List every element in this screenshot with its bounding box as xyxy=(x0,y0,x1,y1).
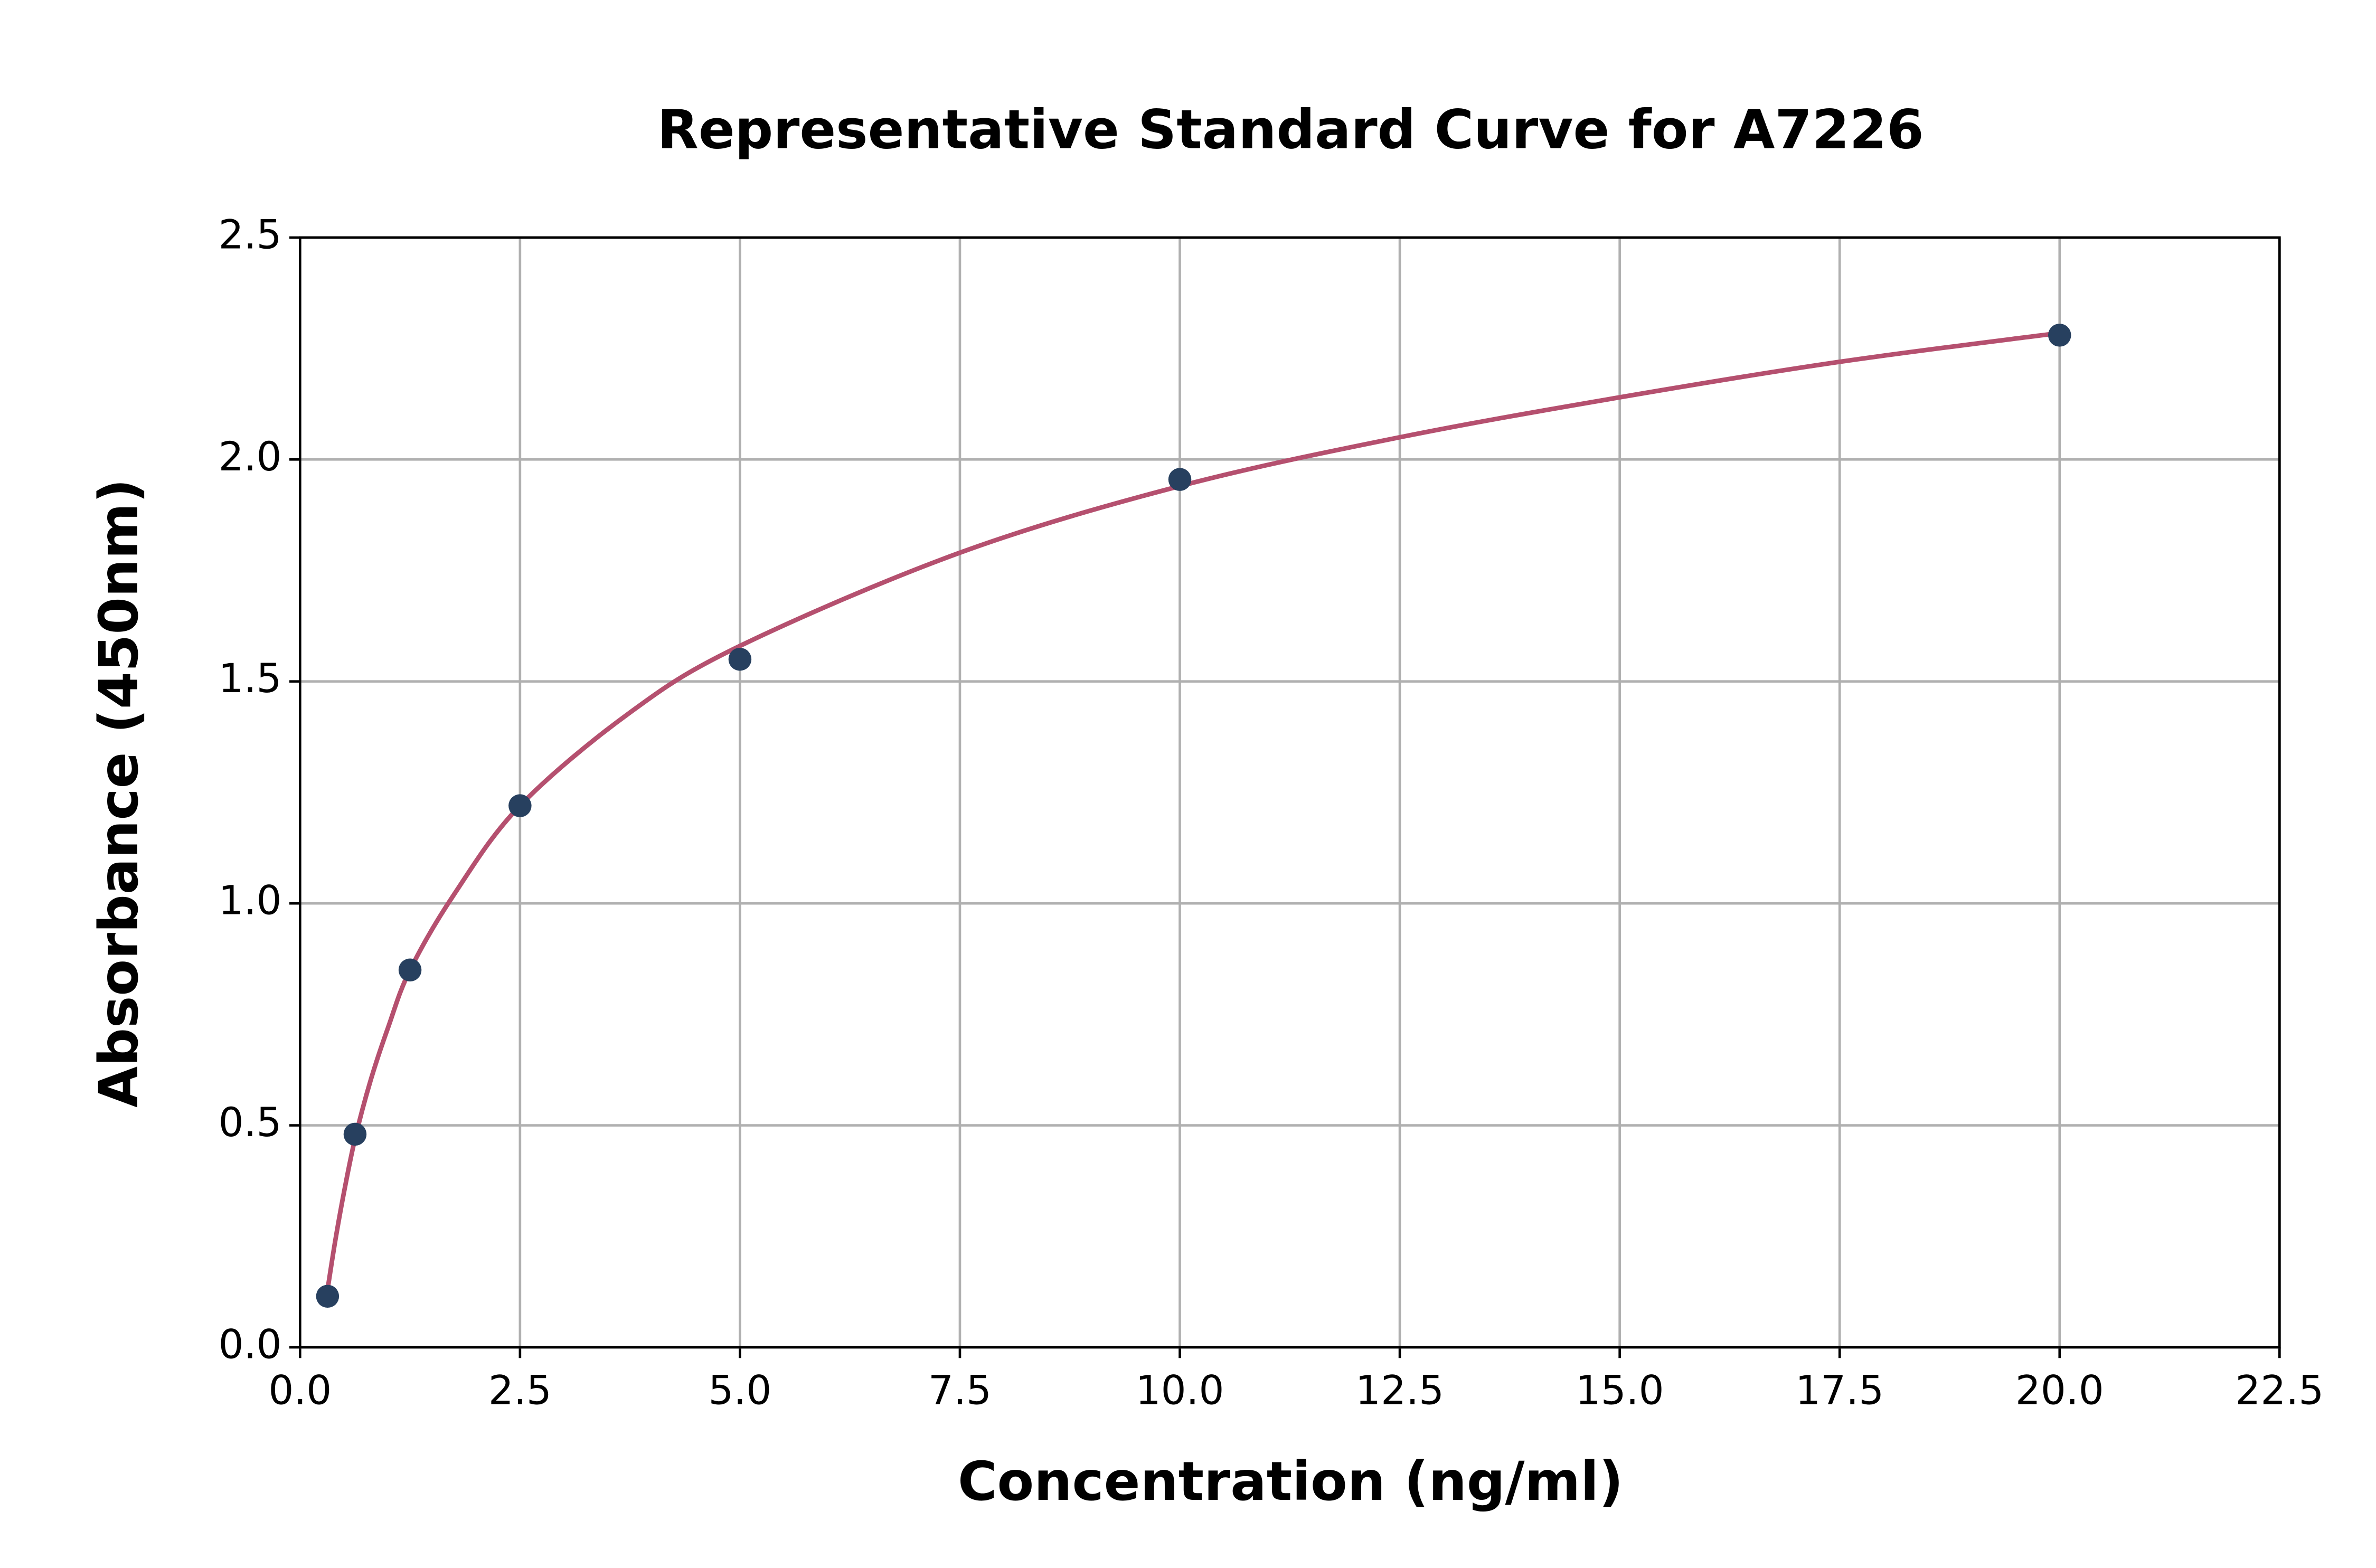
data-point xyxy=(508,794,532,817)
chart-title: Representative Standard Curve for A7226 xyxy=(657,99,1924,161)
x-tick-label: 10.0 xyxy=(1136,1367,1224,1413)
y-tick-label: 0.5 xyxy=(219,1099,282,1146)
plot-frame xyxy=(298,236,2281,1349)
x-axis-label: Concentration (ng/ml) xyxy=(958,1450,1623,1513)
y-tick-label: 2.5 xyxy=(219,211,282,258)
x-tick-label: 2.5 xyxy=(488,1367,552,1413)
data-point xyxy=(398,958,422,982)
x-tick-label: 22.5 xyxy=(2235,1367,2324,1413)
x-tick-label: 17.5 xyxy=(1795,1367,1884,1413)
y-tick-label: 1.0 xyxy=(219,877,282,924)
y-tick-label: 0.0 xyxy=(219,1321,282,1368)
y-tick-label: 1.5 xyxy=(219,655,282,702)
y-axis-label: Absorbance (450nm) xyxy=(88,479,150,1108)
data-point xyxy=(316,1284,340,1308)
y-tick-label: 2.0 xyxy=(219,433,282,480)
data-point xyxy=(1168,468,1192,491)
x-tick-label: 20.0 xyxy=(2015,1367,2104,1413)
data-point xyxy=(728,647,752,671)
x-tick-label: 0.0 xyxy=(268,1367,332,1413)
x-tick-label: 5.0 xyxy=(708,1367,771,1413)
data-point xyxy=(343,1122,367,1146)
data-point xyxy=(2048,324,2071,347)
x-tick-label: 7.5 xyxy=(928,1367,992,1413)
fit-curve xyxy=(325,330,2060,1290)
x-tick-label: 15.0 xyxy=(1576,1367,1664,1413)
x-tick-label: 12.5 xyxy=(1355,1367,1444,1413)
